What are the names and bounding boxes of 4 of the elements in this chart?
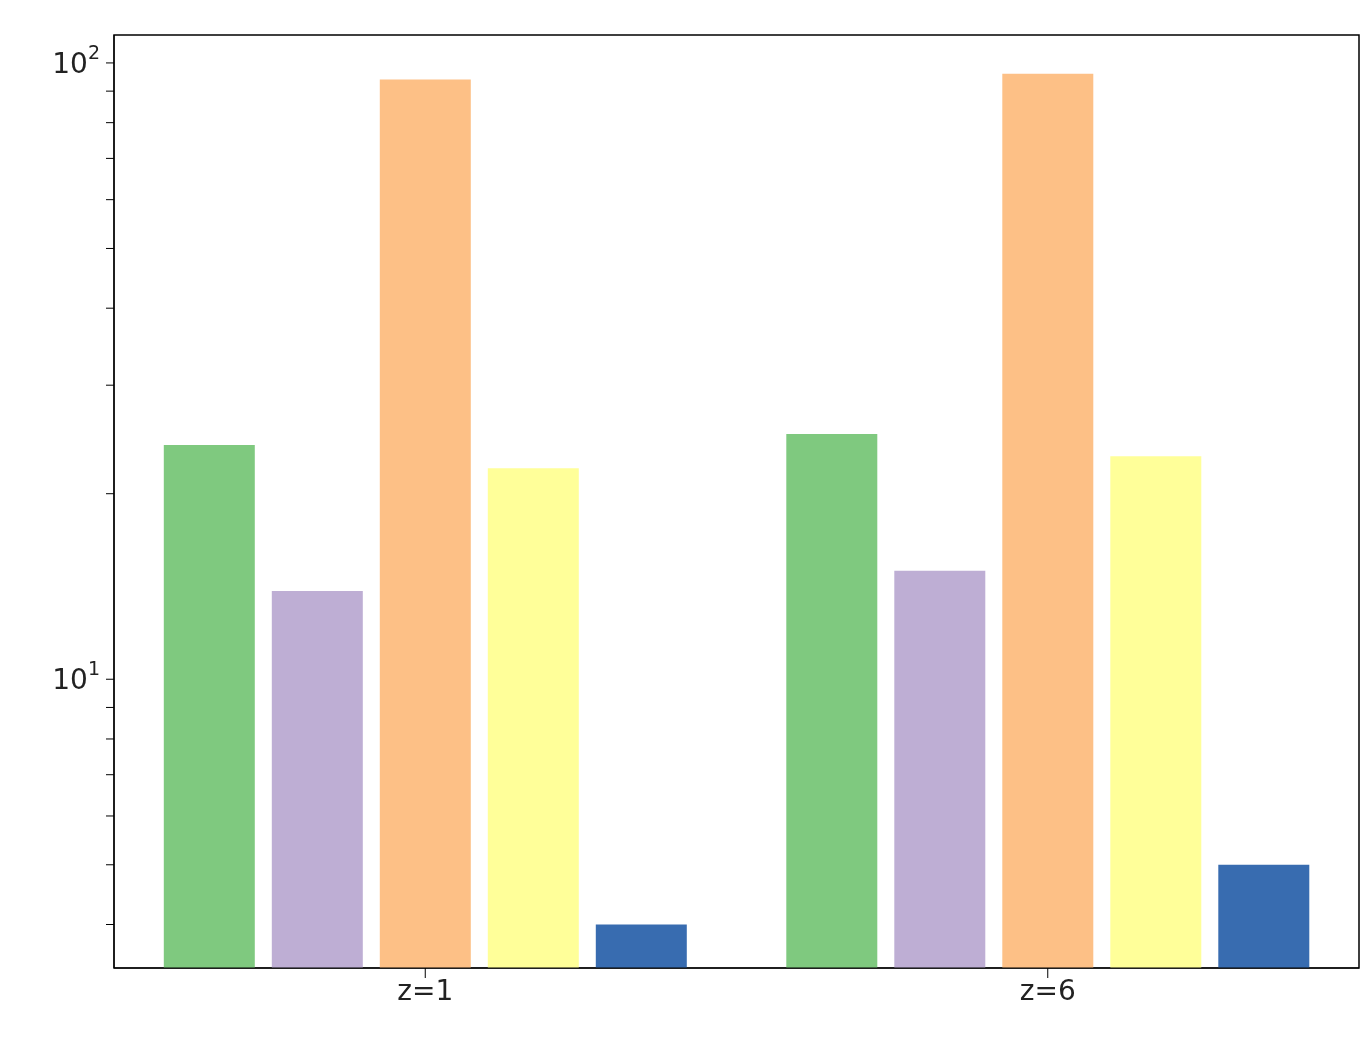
x-tick-label: z=1 [397, 973, 454, 1007]
y-tick-label: 10$^{1}$ [52, 657, 100, 696]
x-tick-label: z=6 [1019, 973, 1076, 1007]
y-tick-label: 10$^{2}$ [52, 40, 100, 80]
